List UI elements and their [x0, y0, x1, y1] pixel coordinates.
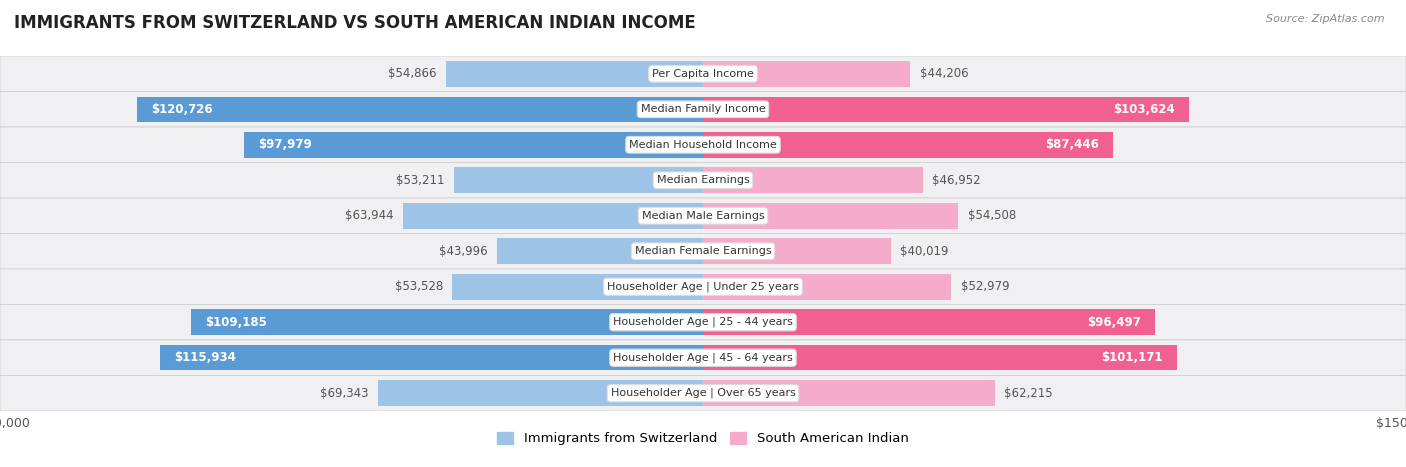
FancyBboxPatch shape	[0, 127, 1406, 163]
Text: $97,979: $97,979	[257, 138, 312, 151]
Bar	[191, 310, 703, 335]
Text: $54,508: $54,508	[967, 209, 1017, 222]
Legend: Immigrants from Switzerland, South American Indian: Immigrants from Switzerland, South Ameri…	[492, 426, 914, 451]
FancyBboxPatch shape	[0, 269, 1406, 304]
Text: Householder Age | 45 - 64 years: Householder Age | 45 - 64 years	[613, 353, 793, 363]
Bar	[454, 168, 703, 193]
Text: Householder Age | Under 25 years: Householder Age | Under 25 years	[607, 282, 799, 292]
Bar	[703, 97, 1188, 122]
Text: $103,624: $103,624	[1112, 103, 1174, 116]
Text: Median Female Earnings: Median Female Earnings	[634, 246, 772, 256]
Bar	[703, 345, 1177, 370]
Bar	[703, 310, 1156, 335]
Bar	[703, 381, 994, 406]
Text: Source: ZipAtlas.com: Source: ZipAtlas.com	[1267, 14, 1385, 24]
FancyBboxPatch shape	[0, 375, 1406, 411]
FancyBboxPatch shape	[0, 163, 1406, 198]
Bar	[703, 239, 890, 264]
Text: $62,215: $62,215	[1004, 387, 1053, 400]
FancyBboxPatch shape	[0, 92, 1406, 127]
Bar	[404, 203, 703, 228]
Text: Per Capita Income: Per Capita Income	[652, 69, 754, 79]
FancyBboxPatch shape	[0, 304, 1406, 340]
Text: $43,996: $43,996	[439, 245, 488, 258]
FancyBboxPatch shape	[0, 340, 1406, 375]
FancyBboxPatch shape	[0, 56, 1406, 92]
Text: $101,171: $101,171	[1101, 351, 1163, 364]
Bar	[703, 132, 1112, 157]
Text: $53,211: $53,211	[395, 174, 444, 187]
Text: $46,952: $46,952	[932, 174, 981, 187]
Text: $115,934: $115,934	[174, 351, 236, 364]
Bar	[703, 168, 924, 193]
Text: Householder Age | 25 - 44 years: Householder Age | 25 - 44 years	[613, 317, 793, 327]
Text: Median Household Income: Median Household Income	[628, 140, 778, 150]
Text: $109,185: $109,185	[205, 316, 267, 329]
FancyBboxPatch shape	[0, 198, 1406, 234]
Bar	[160, 345, 703, 370]
Text: Median Earnings: Median Earnings	[657, 175, 749, 185]
Text: IMMIGRANTS FROM SWITZERLAND VS SOUTH AMERICAN INDIAN INCOME: IMMIGRANTS FROM SWITZERLAND VS SOUTH AME…	[14, 14, 696, 32]
Text: $69,343: $69,343	[321, 387, 368, 400]
Bar	[453, 274, 703, 299]
Text: $53,528: $53,528	[395, 280, 443, 293]
Bar	[496, 239, 703, 264]
Text: $96,497: $96,497	[1087, 316, 1142, 329]
FancyBboxPatch shape	[0, 234, 1406, 269]
Bar	[378, 381, 703, 406]
Text: $87,446: $87,446	[1045, 138, 1098, 151]
Text: $120,726: $120,726	[152, 103, 212, 116]
Text: $52,979: $52,979	[960, 280, 1010, 293]
Bar	[138, 97, 703, 122]
Bar	[446, 61, 703, 86]
Bar	[703, 203, 959, 228]
Text: Median Family Income: Median Family Income	[641, 104, 765, 114]
Bar	[243, 132, 703, 157]
Text: Median Male Earnings: Median Male Earnings	[641, 211, 765, 221]
Text: Householder Age | Over 65 years: Householder Age | Over 65 years	[610, 388, 796, 398]
Text: $63,944: $63,944	[346, 209, 394, 222]
Text: $54,866: $54,866	[388, 67, 436, 80]
Text: $40,019: $40,019	[900, 245, 949, 258]
Bar	[703, 274, 952, 299]
Text: $44,206: $44,206	[920, 67, 969, 80]
Bar	[703, 61, 910, 86]
